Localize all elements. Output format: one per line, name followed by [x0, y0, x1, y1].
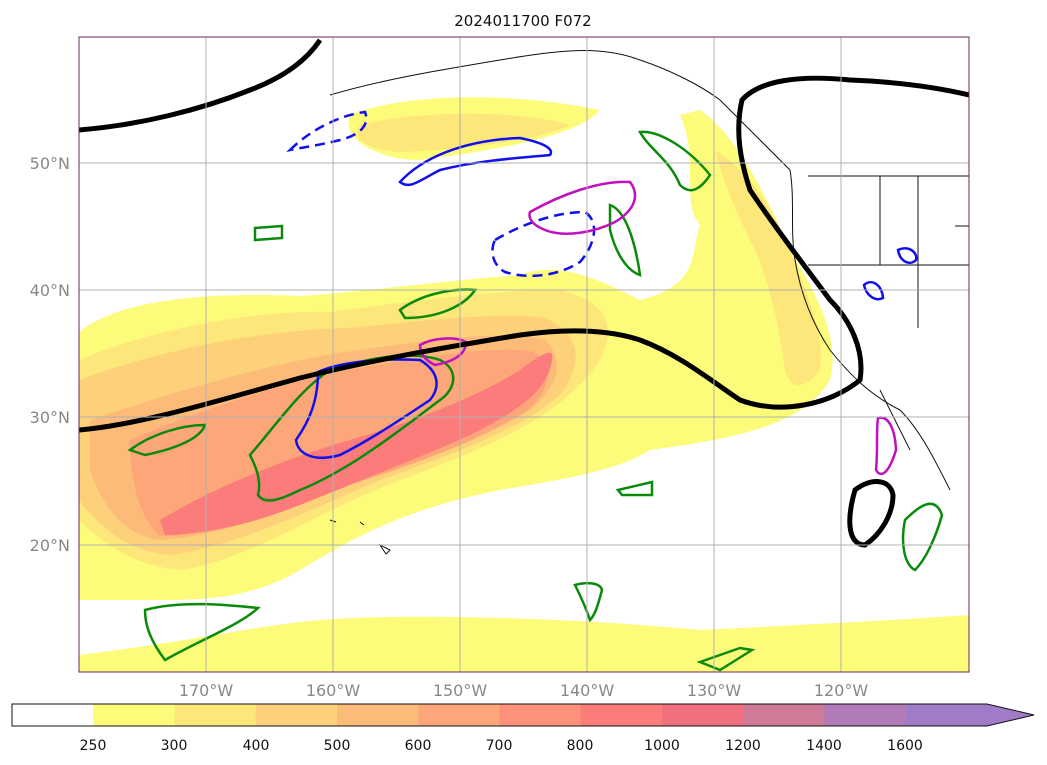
colorbar-tick-1600: 1600 — [887, 738, 923, 754]
lon-label-170w: 170°W — [179, 681, 234, 700]
colorbar-tick-1000: 1000 — [644, 738, 680, 754]
lat-label-20n: 20°N — [30, 536, 70, 555]
map-panel: 50°N 40°N 30°N 20°N 170°W 160°W 150°W 14… — [30, 36, 970, 700]
graticule — [79, 37, 969, 672]
black-contours — [79, 38, 969, 548]
blue-contour-dashed-1 — [286, 110, 368, 153]
colorbar-segment — [499, 704, 582, 726]
colorbar-segment — [662, 704, 744, 726]
green-contour-small-1 — [253, 224, 284, 242]
green-contour-south-1 — [143, 602, 261, 662]
green-contour-north-2 — [608, 203, 642, 277]
map-frame — [78, 36, 970, 673]
colorbar: 250 300 400 500 600 700 800 1000 1200 14… — [11, 703, 1035, 754]
ivt-shading — [79, 97, 969, 672]
ivt-band-300-coast — [715, 150, 821, 385]
north-america-coast — [789, 169, 951, 491]
lat-label-50n: 50°N — [30, 154, 70, 173]
blue-contour-small-2 — [862, 281, 885, 301]
colorbar-segment — [418, 704, 500, 726]
blue-contour-small-1 — [896, 247, 918, 264]
green-contour-small-2 — [615, 480, 654, 497]
lat-label-30n: 30°N — [30, 408, 70, 427]
blue-contour-north — [398, 136, 553, 187]
colorbar-segment — [580, 704, 663, 726]
lon-label-140w: 140°W — [560, 681, 615, 700]
ivt-band-250-south — [79, 615, 969, 672]
green-contour-west — [127, 423, 207, 457]
colorbar-tick-1400: 1400 — [806, 738, 842, 754]
lon-label-160w: 160°W — [306, 681, 361, 700]
colorbar-tick-700: 700 — [486, 738, 513, 754]
colorbar-tick-300: 300 — [161, 738, 188, 754]
colorbar-tick-800: 800 — [567, 738, 594, 754]
colorbar-segment — [93, 704, 175, 726]
colorbar-tick-500: 500 — [324, 738, 351, 754]
magenta-contour-1 — [528, 180, 637, 235]
magenta-contours — [418, 180, 898, 476]
colorbar-segment — [824, 704, 907, 726]
colorbar-segment — [337, 704, 419, 726]
colorbar-segments — [12, 704, 988, 726]
magenta-contour-2 — [418, 337, 468, 367]
colorbar-ticks: 250 300 400 500 600 700 800 1000 1200 14… — [80, 738, 923, 754]
colorbar-segment — [174, 704, 257, 726]
state-borders — [808, 176, 969, 328]
colorbar-tick-250: 250 — [80, 738, 107, 754]
green-contour-north-1 — [637, 130, 712, 192]
alaska-coast — [329, 50, 791, 171]
colorbar-segment — [255, 704, 338, 726]
lon-label-120w: 120°W — [814, 681, 869, 700]
colorbar-segment — [905, 704, 988, 726]
colorbar-tick-600: 600 — [405, 738, 432, 754]
colorbar-outline — [11, 703, 1035, 727]
green-contour-east — [901, 502, 944, 572]
magenta-contour-3 — [874, 416, 898, 476]
green-contour-small-3 — [696, 646, 756, 672]
blue-contour-dashed-2 — [491, 210, 596, 278]
green-contour-south-2 — [573, 581, 604, 623]
colorbar-tick-400: 400 — [243, 738, 270, 754]
black-contour-north — [79, 38, 323, 133]
lat-label-40n: 40°N — [30, 281, 70, 300]
baja-coast — [879, 389, 911, 451]
colorbar-segment — [12, 704, 94, 726]
black-contour-jet — [79, 75, 969, 433]
ivt-band-300-north — [357, 113, 570, 152]
black-contour-loop — [847, 479, 896, 548]
colorbar-extend-arrow — [987, 704, 1034, 726]
blue-contours — [286, 110, 918, 459]
colorbar-tick-1200: 1200 — [725, 738, 761, 754]
lon-label-130w: 130°W — [687, 681, 742, 700]
coastlines — [329, 50, 969, 555]
lon-label-150w: 150°W — [433, 681, 488, 700]
colorbar-segment — [743, 704, 825, 726]
figure-title: 2024011700 F072 — [454, 12, 591, 30]
